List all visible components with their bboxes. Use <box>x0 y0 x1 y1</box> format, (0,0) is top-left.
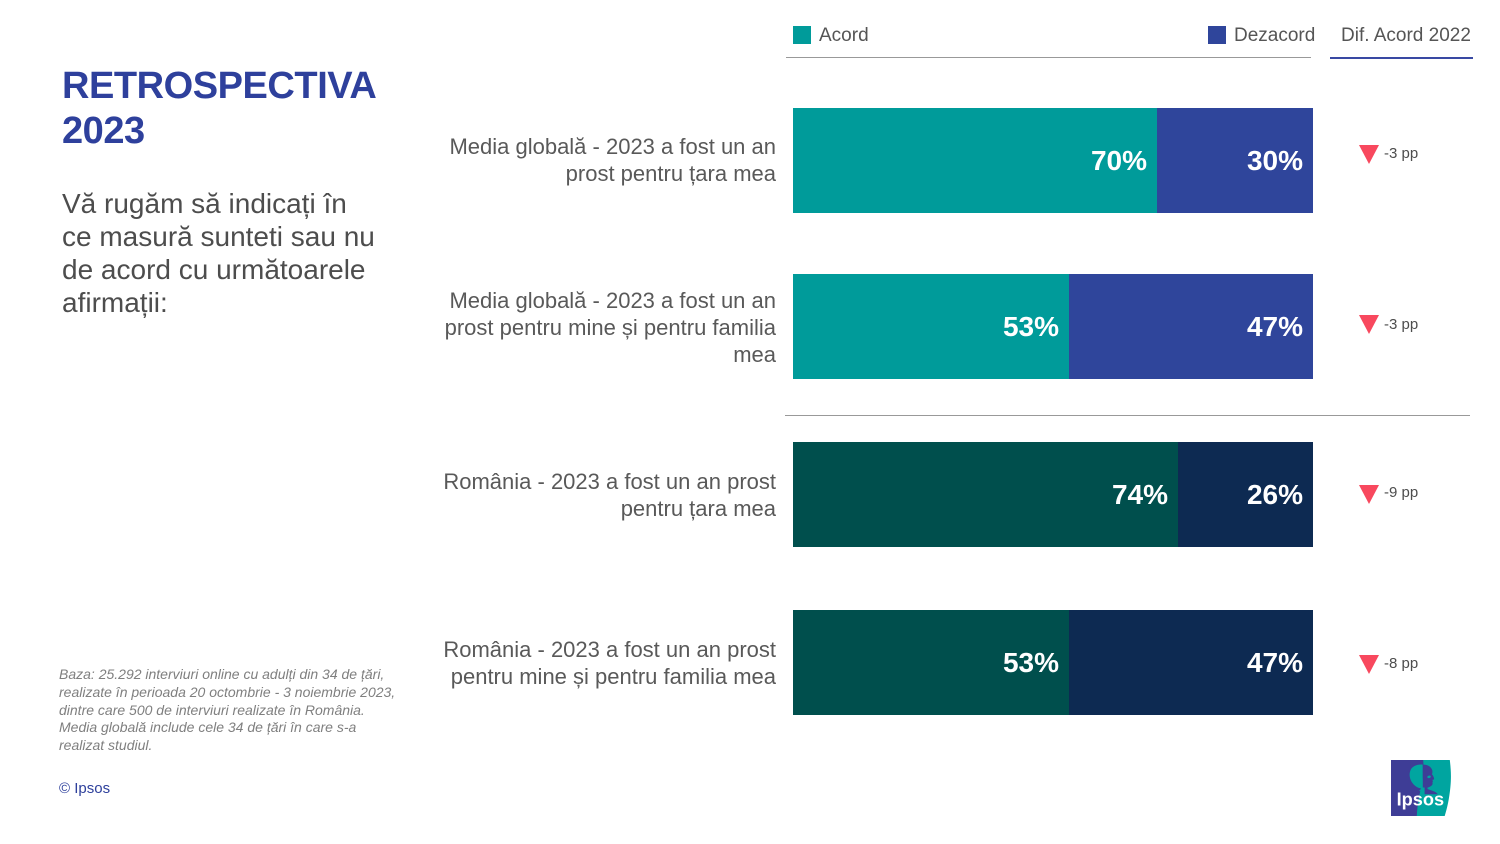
svg-text:Ipsos: Ipsos <box>1397 790 1445 810</box>
